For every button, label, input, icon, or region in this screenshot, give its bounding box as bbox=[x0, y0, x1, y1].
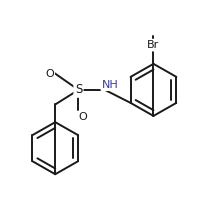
Text: O: O bbox=[78, 112, 87, 122]
Text: Br: Br bbox=[147, 40, 160, 50]
Text: O: O bbox=[45, 69, 54, 79]
Text: S: S bbox=[75, 83, 82, 96]
Text: NH: NH bbox=[102, 80, 119, 90]
